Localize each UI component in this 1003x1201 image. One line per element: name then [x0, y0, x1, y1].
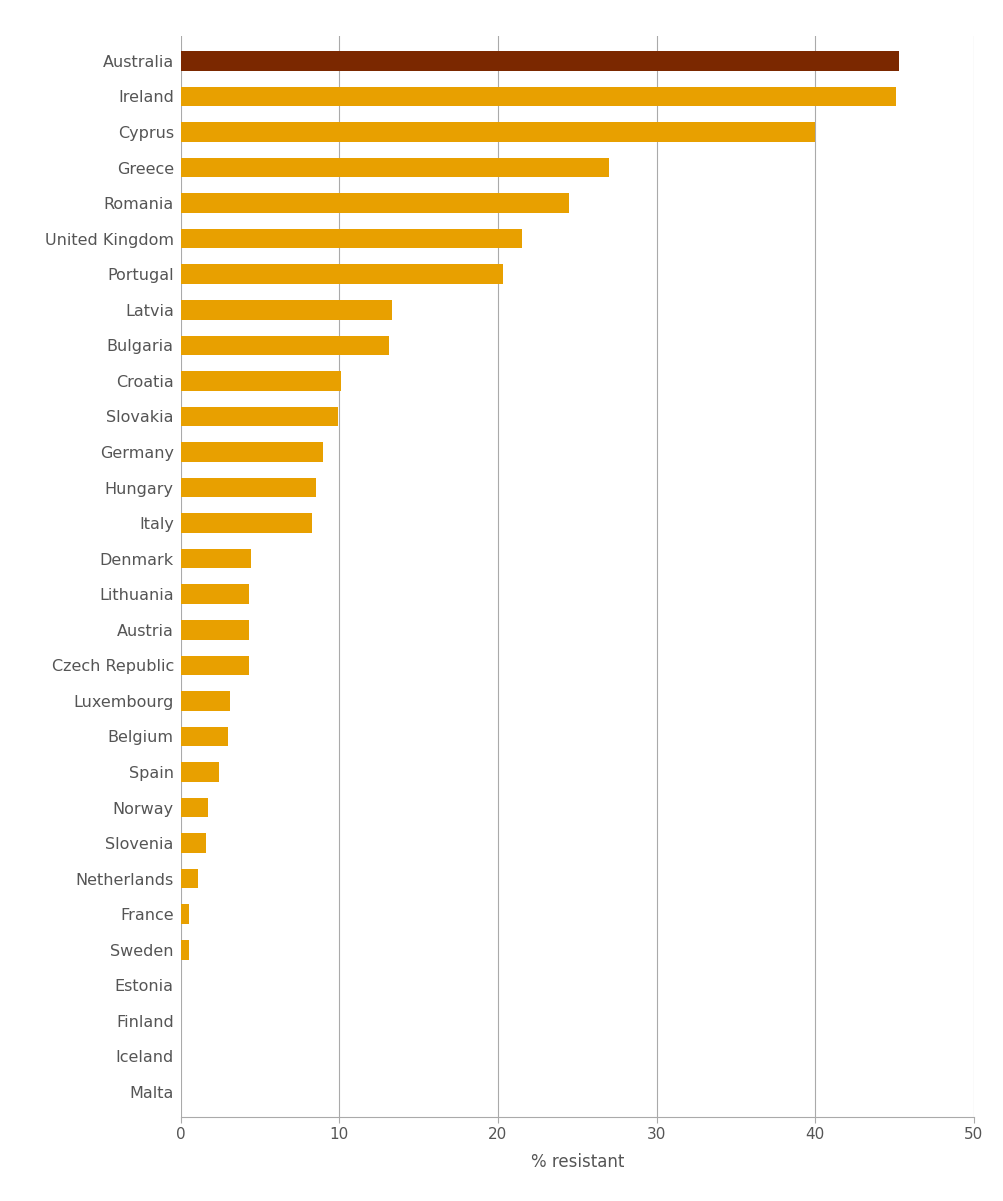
Bar: [181, 940, 189, 960]
Bar: [181, 691, 230, 711]
Bar: [181, 763, 219, 782]
Bar: [181, 620, 249, 640]
Bar: [181, 797, 208, 818]
Bar: [181, 229, 522, 249]
Bar: [181, 371, 341, 390]
Bar: [181, 407, 337, 426]
Bar: [181, 870, 198, 889]
Bar: [181, 478, 315, 497]
Bar: [181, 193, 569, 213]
Bar: [181, 335, 388, 355]
Bar: [181, 264, 503, 283]
Bar: [181, 442, 323, 462]
Bar: [181, 549, 251, 568]
Bar: [181, 157, 609, 178]
Bar: [181, 833, 206, 853]
Bar: [181, 300, 391, 319]
Bar: [181, 656, 249, 675]
Bar: [181, 86, 896, 106]
Bar: [181, 585, 249, 604]
X-axis label: % resistant: % resistant: [530, 1153, 624, 1171]
Bar: [181, 513, 312, 533]
Bar: [181, 123, 814, 142]
Bar: [181, 904, 189, 924]
Bar: [181, 727, 228, 746]
Bar: [181, 52, 899, 71]
